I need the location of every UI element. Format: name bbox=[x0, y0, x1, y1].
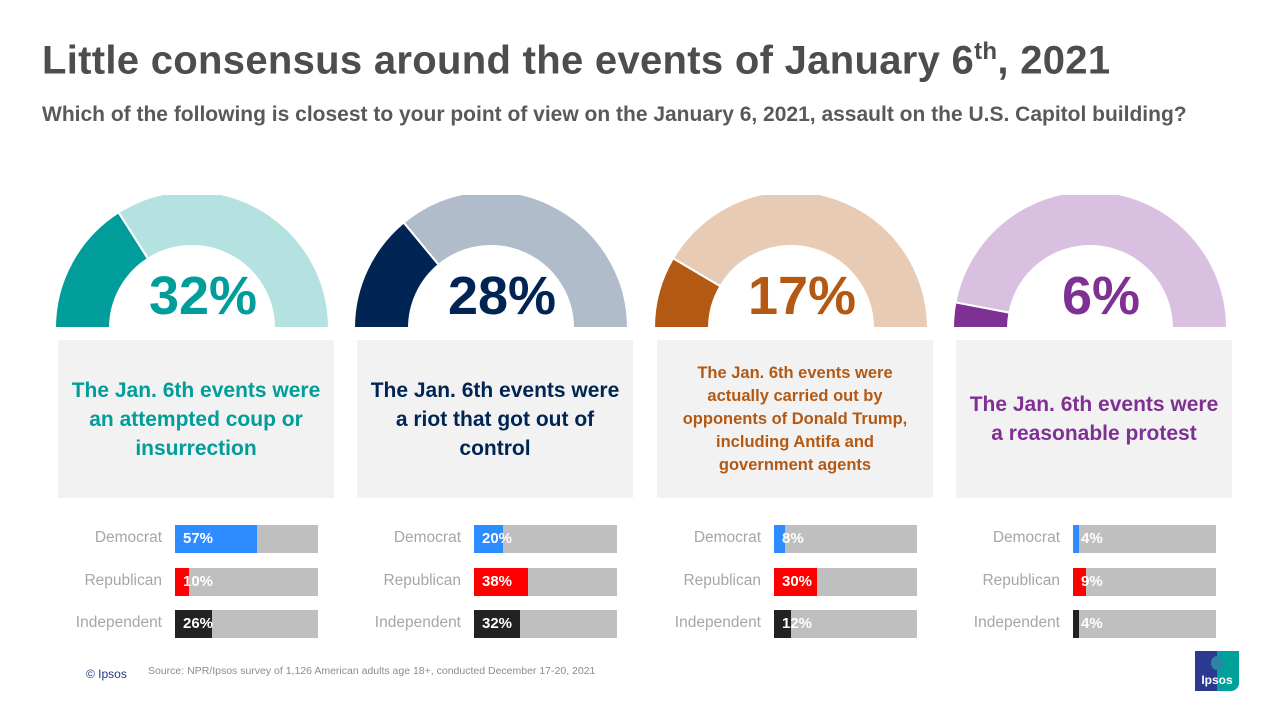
bar-track: 12% bbox=[774, 610, 917, 638]
bar-fill bbox=[474, 567, 529, 596]
gauge-panel: 6% The Jan. 6th events were a reasonable … bbox=[952, 195, 1246, 645]
bar-fill bbox=[474, 525, 503, 553]
bar-value-label: 10% bbox=[183, 572, 214, 590]
gauge-remainder-arc bbox=[117, 195, 331, 329]
bar-value-label: 20% bbox=[482, 530, 513, 547]
gauge-panel: 17% The Jan. 6th events were actually car… bbox=[653, 195, 947, 645]
bar-category-label: Republican bbox=[383, 571, 461, 589]
bar-track: 10% bbox=[175, 567, 318, 596]
bar-row: Independent 26% bbox=[58, 610, 348, 638]
subtitle: Which of the following is closest to you… bbox=[42, 103, 1187, 126]
bar-value-label: 12% bbox=[782, 615, 813, 632]
gauge-percent: 6% bbox=[1061, 266, 1141, 326]
bar-track: 9% bbox=[1073, 567, 1216, 596]
statement-box: The Jan. 6th events were a reasonable pr… bbox=[956, 340, 1232, 498]
bar-fill bbox=[774, 525, 786, 553]
bar-category-label: Republican bbox=[683, 571, 761, 589]
bar-row: Democrat 57% bbox=[58, 525, 348, 553]
bar-track: 8% bbox=[774, 525, 917, 553]
bar-fill bbox=[774, 567, 817, 596]
bar-track: 32% bbox=[474, 610, 617, 638]
bar-track: 20% bbox=[474, 525, 617, 553]
bar-value-label: 30% bbox=[782, 572, 813, 590]
bar-value-label: 8% bbox=[782, 530, 804, 547]
page-title: Little consensus around the events of Ja… bbox=[42, 38, 1111, 83]
bar-category-label: Democrat bbox=[992, 529, 1060, 546]
bar-category-label: Independent bbox=[374, 614, 461, 631]
bar-fill bbox=[1073, 525, 1079, 553]
bar-fill bbox=[774, 610, 792, 638]
bar-category-label: Democrat bbox=[393, 529, 461, 546]
gauge-panel: 32% The Jan. 6th events were an attempted… bbox=[54, 195, 348, 645]
gauge-chart bbox=[353, 195, 630, 329]
gauge-remainder-arc bbox=[402, 195, 630, 329]
bar-track: 57% bbox=[175, 525, 318, 553]
bar-value-label: 32% bbox=[482, 615, 513, 632]
gauge-chart bbox=[653, 195, 930, 329]
gauge-panel: 28% The Jan. 6th events were a riot that … bbox=[353, 195, 647, 645]
bar-category-label: Republican bbox=[982, 571, 1060, 589]
bar-value-label: 57% bbox=[183, 530, 214, 547]
bar-value-label: 4% bbox=[1081, 615, 1103, 632]
bar-row: Republican 10% bbox=[58, 567, 348, 596]
gauge-percent: 32% bbox=[148, 266, 258, 326]
gauge-percent: 28% bbox=[447, 266, 557, 326]
statement-box: The Jan. 6th events were an attempted co… bbox=[58, 340, 334, 498]
gauge-remainder-arc bbox=[954, 195, 1229, 329]
bar-row: Independent 12% bbox=[657, 610, 947, 638]
statement-box: The Jan. 6th events were a riot that got… bbox=[357, 340, 633, 498]
bar-track: 26% bbox=[175, 610, 318, 638]
bar-track: 4% bbox=[1073, 610, 1216, 638]
gauge-remainder-arc bbox=[671, 195, 930, 329]
bar-fill bbox=[175, 610, 213, 638]
bar-fill bbox=[1073, 567, 1086, 596]
bar-category-label: Democrat bbox=[94, 529, 162, 546]
bar-value-label: 26% bbox=[183, 615, 214, 632]
bar-row: Democrat 20% bbox=[357, 525, 647, 553]
bar-track: 30% bbox=[774, 567, 917, 596]
bar-category-label: Independent bbox=[674, 614, 761, 631]
bar-category-label: Independent bbox=[973, 614, 1060, 631]
bar-row: Independent 32% bbox=[357, 610, 647, 638]
bar-category-label: Republican bbox=[84, 571, 162, 589]
bar-category-label: Independent bbox=[75, 614, 162, 631]
gauge-chart bbox=[54, 195, 331, 329]
bar-fill bbox=[474, 610, 520, 638]
bar-track: 38% bbox=[474, 567, 617, 596]
bar-row: Independent 4% bbox=[956, 610, 1246, 638]
bar-row: Republican 38% bbox=[357, 567, 647, 596]
gauge-percent: 17% bbox=[747, 266, 857, 326]
gauge-chart bbox=[952, 195, 1229, 329]
bar-category-label: Democrat bbox=[693, 529, 761, 546]
ipsos-logo: Ipsos bbox=[1195, 651, 1239, 691]
bar-value-label: 38% bbox=[482, 572, 513, 590]
bar-fill bbox=[175, 567, 190, 596]
bar-value-label: 4% bbox=[1081, 530, 1103, 547]
statement-box: The Jan. 6th events were actually carrie… bbox=[657, 340, 933, 498]
bar-row: Democrat 8% bbox=[657, 525, 947, 553]
source-note: Source: NPR/Ipsos survey of 1,126 Americ… bbox=[148, 665, 596, 677]
bar-track: 4% bbox=[1073, 525, 1216, 553]
copyright: © Ipsos bbox=[86, 667, 127, 681]
bar-row: Republican 9% bbox=[956, 567, 1246, 596]
bar-value-label: 9% bbox=[1081, 572, 1103, 590]
bar-row: Democrat 4% bbox=[956, 525, 1246, 553]
bar-row: Republican 30% bbox=[657, 567, 947, 596]
bar-fill bbox=[1073, 610, 1079, 638]
bar-fill bbox=[175, 525, 257, 553]
